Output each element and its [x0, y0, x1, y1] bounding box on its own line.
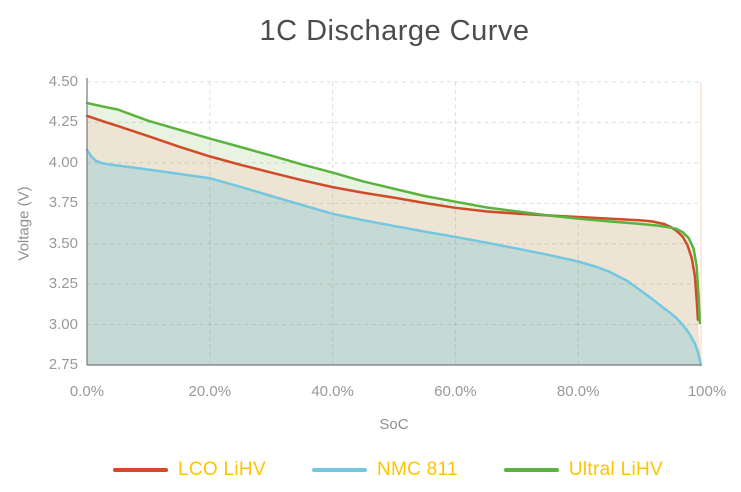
- x-tick-label: 80.0%: [556, 383, 600, 400]
- y-tick-label: 3.50: [48, 234, 78, 252]
- chart-title: 1C Discharge Curve: [259, 15, 530, 47]
- legend: LCO LiHV NMC 811 Ultral LiHV: [35, 459, 741, 481]
- legend-line-icon: [503, 468, 559, 472]
- legend-line-icon: [113, 468, 168, 472]
- legend-label: NMC 811: [376, 459, 458, 480]
- y-tick-label: 4.50: [48, 73, 78, 90]
- y-tick-label: 3.75: [48, 194, 78, 212]
- y-tick-label: 4.00: [48, 153, 78, 171]
- x-tick-label: 40.0%: [311, 383, 354, 400]
- legend-item-nmc-811[interactable]: NMC 811: [311, 459, 458, 481]
- legend-label: LCO LiHV: [178, 459, 266, 480]
- series-line-ultral-lihv: [85, 101, 702, 325]
- area-nmc-to-lco: [87, 115, 701, 366]
- x-tick-label: 100%: [687, 383, 727, 400]
- legend-item-lco-lihv[interactable]: LCO LiHV: [113, 459, 266, 481]
- area-lco-to-ultral: [87, 103, 700, 323]
- y-tick-label: 3.25: [48, 275, 78, 293]
- area-under-nmc: [87, 149, 701, 365]
- legend-line-icon: [311, 468, 367, 472]
- series-line-nmc-811: [85, 148, 703, 367]
- y-tick-label: 4.25: [48, 113, 78, 131]
- legend-label: Ultral LiHV: [568, 459, 663, 480]
- x-tick-label: 60.0%: [434, 383, 477, 400]
- series-line-lco-lihv: [85, 114, 700, 321]
- legend-item-ultral-lihv[interactable]: Ultral LiHV: [503, 459, 663, 481]
- x-axis-title: SoC: [379, 416, 409, 433]
- y-tick-label: 3.00: [48, 315, 78, 333]
- y-tick-label: 2.75: [48, 356, 78, 373]
- x-tick-label: 20.0%: [188, 383, 232, 400]
- x-tick-label: 0.0%: [69, 383, 105, 400]
- y-axis-title: Voltage (V): [15, 186, 33, 261]
